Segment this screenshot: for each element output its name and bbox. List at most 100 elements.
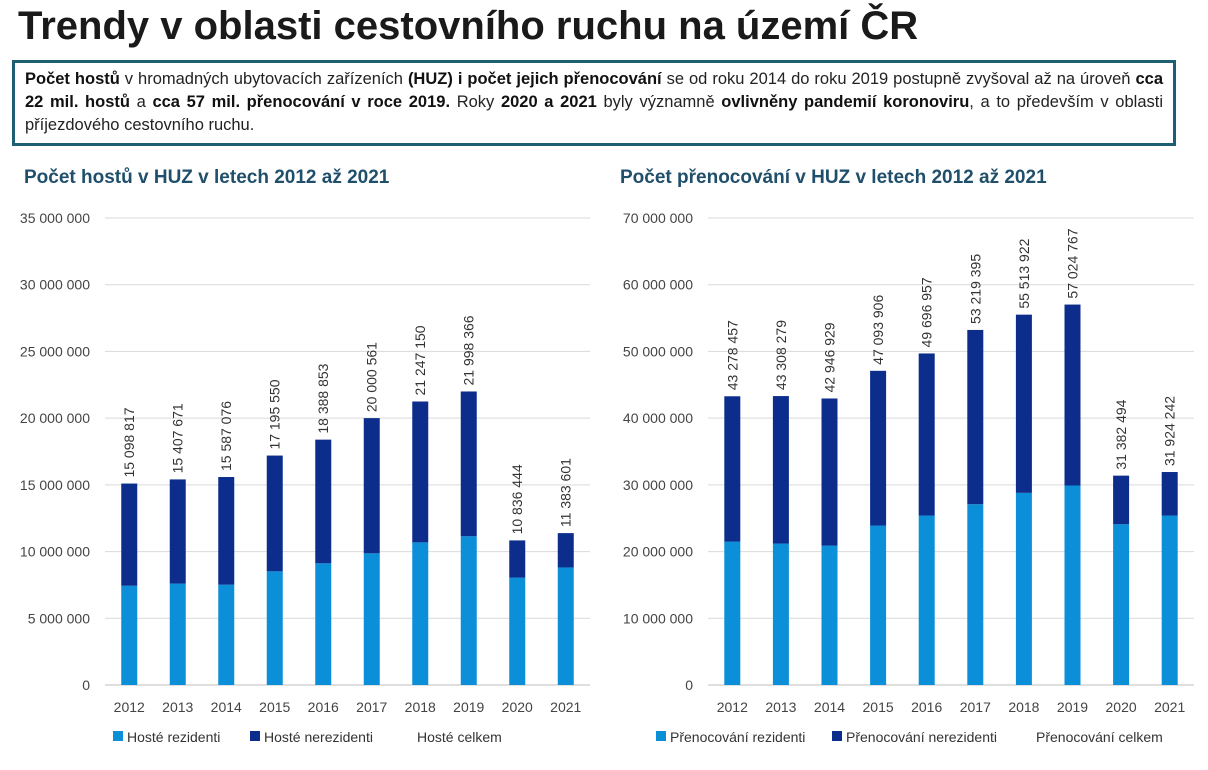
bar-nonresident bbox=[1064, 304, 1081, 486]
total-data-label: 21 247 150 bbox=[412, 325, 428, 395]
x-tick-label: 2013 bbox=[162, 699, 193, 715]
bar-nonresident bbox=[460, 391, 477, 537]
x-tick-label: 2018 bbox=[1008, 699, 1039, 715]
total-data-label: 43 308 279 bbox=[773, 320, 789, 390]
x-tick-label: 2013 bbox=[765, 699, 796, 715]
total-data-label: 21 998 366 bbox=[461, 315, 477, 385]
y-tick-label: 10 000 000 bbox=[623, 610, 693, 626]
bar-nonresident bbox=[870, 370, 887, 526]
total-data-label: 31 924 242 bbox=[1162, 396, 1178, 466]
bar-resident bbox=[509, 577, 526, 685]
total-data-label: 15 407 671 bbox=[170, 403, 186, 473]
legend-swatch-resident bbox=[113, 731, 123, 741]
x-tick-label: 2016 bbox=[308, 699, 339, 715]
total-data-label: 43 278 457 bbox=[724, 320, 740, 390]
legend-label-resident: Hosté rezidenti bbox=[127, 729, 220, 745]
x-tick-label: 2020 bbox=[1106, 699, 1137, 715]
y-tick-label: 25 000 000 bbox=[20, 343, 90, 359]
y-tick-label: 0 bbox=[82, 677, 90, 693]
bar-resident bbox=[218, 584, 235, 685]
bar-nonresident bbox=[1161, 472, 1178, 516]
legend-label-total: Hosté celkem bbox=[417, 729, 502, 745]
bar-nonresident bbox=[724, 396, 741, 542]
info-text-segment: v hromadných ubytovacích zařízeních bbox=[119, 70, 408, 88]
y-tick-label: 35 000 000 bbox=[20, 210, 90, 226]
legend-label-nonresident: Přenocování nerezidenti bbox=[846, 729, 997, 745]
y-tick-label: 5 000 000 bbox=[28, 610, 90, 626]
bar-resident bbox=[460, 536, 477, 685]
x-tick-label: 2015 bbox=[863, 699, 894, 715]
y-tick-label: 70 000 000 bbox=[623, 210, 693, 226]
info-text-segment: cca 22 mil. hostů bbox=[25, 70, 1163, 111]
total-data-label: 31 382 494 bbox=[1113, 399, 1129, 469]
bar-nonresident bbox=[772, 396, 789, 544]
total-data-label: 55 513 922 bbox=[1016, 238, 1032, 308]
info-text-segment: se od roku 2014 do roku 2019 postupně zv… bbox=[661, 70, 1136, 88]
bar-resident bbox=[266, 571, 283, 685]
chart-title-nights: Počet přenocování v HUZ v letech 2012 až… bbox=[620, 167, 1047, 188]
total-data-label: 57 024 767 bbox=[1065, 228, 1081, 298]
guests-chart: 0 5 000 000 10 000 000 15 000 000 20 000 000… bbox=[20, 210, 590, 745]
legend-label-resident: Přenocování rezidenti bbox=[670, 729, 805, 745]
total-data-label: 15 098 817 bbox=[121, 407, 137, 477]
info-text-segment: ovlivněny pandemií koronoviru bbox=[721, 93, 970, 111]
total-data-label: 53 219 395 bbox=[967, 254, 983, 324]
info-text-segment: (HUZ) i počet jejich přenocování bbox=[407, 70, 662, 88]
bar-resident bbox=[363, 553, 380, 685]
bar-nonresident bbox=[412, 401, 429, 543]
x-tick-label: 2012 bbox=[717, 699, 748, 715]
bar-resident bbox=[315, 563, 332, 685]
bar-resident bbox=[121, 585, 138, 685]
total-data-label: 11 383 601 bbox=[558, 458, 574, 527]
bar-resident bbox=[724, 541, 741, 685]
y-tick-label: 20 000 000 bbox=[623, 544, 693, 560]
total-data-label: 42 946 929 bbox=[822, 322, 838, 392]
bar-resident bbox=[1064, 485, 1081, 685]
x-tick-label: 2015 bbox=[259, 699, 290, 715]
bar-nonresident bbox=[821, 398, 838, 546]
info-text-segment: a bbox=[129, 93, 153, 111]
legend-swatch-nonresident bbox=[832, 731, 842, 741]
bar-resident bbox=[557, 567, 574, 685]
total-data-label: 15 587 076 bbox=[218, 401, 234, 471]
bar-resident bbox=[412, 542, 429, 685]
total-data-label: 49 696 957 bbox=[919, 277, 935, 347]
x-tick-label: 2014 bbox=[211, 699, 242, 715]
x-tick-label: 2014 bbox=[814, 699, 845, 715]
y-tick-label: 0 bbox=[685, 677, 693, 693]
x-tick-label: 2019 bbox=[453, 699, 484, 715]
y-tick-label: 30 000 000 bbox=[20, 277, 90, 293]
legend-label-nonresident: Hosté nerezidenti bbox=[264, 729, 373, 745]
bar-nonresident bbox=[918, 353, 935, 516]
total-data-label: 17 195 550 bbox=[267, 379, 283, 449]
info-text-segment: cca 57 mil. přenocování v roce 2019. bbox=[152, 93, 451, 111]
y-tick-label: 60 000 000 bbox=[623, 277, 693, 293]
bar-nonresident bbox=[509, 540, 526, 578]
bar-resident bbox=[1113, 524, 1130, 685]
bar-nonresident bbox=[363, 418, 380, 554]
bar-resident bbox=[1015, 492, 1032, 685]
y-tick-label: 30 000 000 bbox=[623, 477, 693, 493]
info-text-segment: byly významně bbox=[596, 93, 722, 111]
x-tick-label: 2021 bbox=[1154, 699, 1185, 715]
chart-title-guests: Počet hostů v HUZ v letech 2012 až 2021 bbox=[24, 167, 390, 188]
bar-nonresident bbox=[557, 533, 574, 568]
y-tick-label: 10 000 000 bbox=[20, 544, 90, 560]
bar-resident bbox=[821, 545, 838, 685]
bar-nonresident bbox=[1015, 314, 1032, 493]
x-tick-label: 2017 bbox=[960, 699, 991, 715]
y-tick-label: 15 000 000 bbox=[20, 477, 90, 493]
bar-nonresident bbox=[266, 455, 283, 572]
info-box: Počet hostů v hromadných ubytovacích zař… bbox=[12, 60, 1176, 146]
bar-nonresident bbox=[218, 477, 235, 585]
info-text-segment: , a to především v oblasti příjezdového … bbox=[25, 93, 1164, 134]
bar-resident bbox=[870, 525, 887, 685]
info-text-segment: Roky bbox=[450, 93, 501, 111]
page-title: Trendy v oblasti cestovního ruchu na úze… bbox=[18, 4, 919, 48]
legend-label-total: Přenocování celkem bbox=[1036, 729, 1163, 745]
info-text-segment: Počet hostů bbox=[25, 70, 120, 88]
y-tick-label: 20 000 000 bbox=[20, 410, 90, 426]
bar-nonresident bbox=[315, 439, 332, 564]
x-tick-label: 2021 bbox=[550, 699, 581, 715]
